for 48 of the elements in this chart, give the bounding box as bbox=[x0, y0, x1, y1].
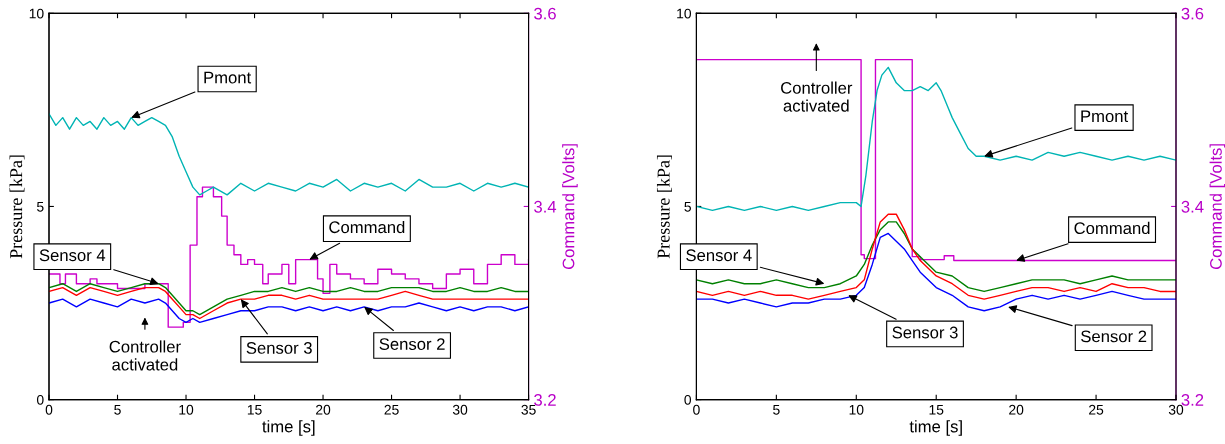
x-tick-label: 30 bbox=[1168, 404, 1184, 415]
annotation: Sensor 4 bbox=[686, 249, 752, 262]
y-tick-label: 5 bbox=[684, 201, 691, 212]
annotation: Sensor 2 bbox=[1081, 330, 1147, 343]
x-tick-label: 35 bbox=[521, 404, 536, 415]
y-tick-label: 10 bbox=[29, 8, 44, 19]
x-tick-label: 0 bbox=[693, 404, 700, 415]
y2-tick-label: 3.4 bbox=[534, 200, 557, 213]
annotation: Sensor 2 bbox=[379, 338, 445, 350]
line-series bbox=[696, 66, 1176, 212]
x-tick-label: 30 bbox=[452, 404, 468, 415]
y2-axis-title: Command [Volts] bbox=[562, 144, 578, 270]
y-tick-label: 0 bbox=[684, 394, 692, 405]
line-series bbox=[49, 298, 529, 324]
x-tick-label: 0 bbox=[45, 404, 53, 415]
x-axis-title: time [s] bbox=[262, 420, 315, 436]
y2-tick-label: 3.6 bbox=[534, 7, 556, 20]
annotation: Pmont bbox=[204, 71, 252, 84]
line-series bbox=[49, 113, 529, 196]
y-axis-title: Pressure [kPa] bbox=[656, 155, 672, 259]
y2-tick-label: 3.2 bbox=[534, 394, 556, 406]
y-axis-title: Pressure [kPa] bbox=[9, 155, 25, 259]
x-tick-label: 5 bbox=[114, 404, 121, 415]
x-tick-label: 10 bbox=[179, 404, 194, 415]
x-tick-label: 10 bbox=[849, 404, 864, 415]
annotation: Sensor 3 bbox=[892, 326, 958, 339]
y2-tick-label: 3.2 bbox=[1181, 394, 1204, 406]
x-tick-label: 20 bbox=[1009, 404, 1024, 415]
y-tick-label: 0 bbox=[36, 394, 44, 405]
annotation: Controller activated bbox=[781, 81, 853, 112]
y-tick-label: 5 bbox=[36, 201, 44, 212]
x-tick-label: 15 bbox=[929, 404, 944, 415]
x-tick-label: 15 bbox=[247, 404, 262, 415]
x-tick-label: 25 bbox=[1089, 404, 1104, 415]
annotation: Command bbox=[1074, 221, 1150, 235]
annotation: Pmont bbox=[1081, 110, 1129, 123]
x-axis-title: time [s] bbox=[909, 420, 962, 436]
y2-tick-label: 3.4 bbox=[1181, 200, 1204, 213]
x-tick-label: 20 bbox=[316, 404, 331, 415]
annotation: Sensor 4 bbox=[39, 249, 106, 262]
annotation: Sensor 3 bbox=[246, 342, 312, 354]
y2-axis-title: Command [Volts] bbox=[1209, 144, 1225, 270]
y-tick-label: 10 bbox=[677, 8, 692, 19]
y2-tick-label: 3.6 bbox=[1181, 7, 1204, 20]
x-tick-label: 25 bbox=[384, 404, 399, 415]
annotation: Controller activated bbox=[109, 340, 181, 371]
annotation: Command bbox=[329, 220, 405, 234]
x-tick-label: 5 bbox=[773, 404, 780, 415]
